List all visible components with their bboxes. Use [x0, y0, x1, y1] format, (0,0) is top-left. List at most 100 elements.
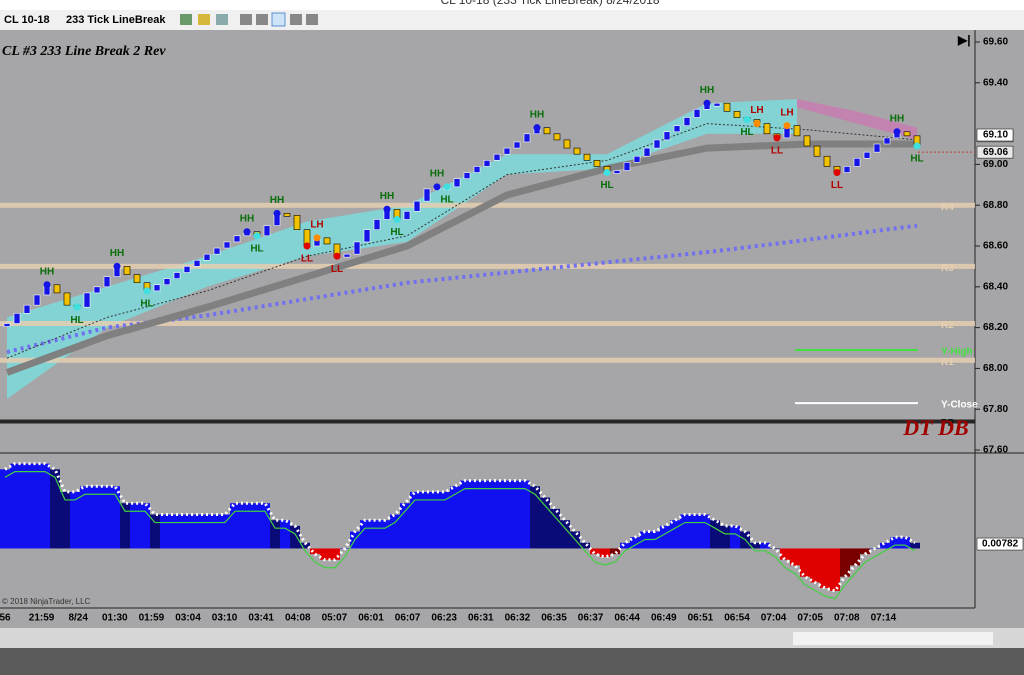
- y-tick-label: 69.60: [983, 37, 1008, 48]
- down-brick: [823, 155, 831, 167]
- bar-type-selector[interactable]: 233 Tick LineBreak: [66, 14, 166, 26]
- chart-title: CL #3 233 Line Break 2 Rev: [2, 44, 166, 59]
- level-label: R2: [941, 320, 954, 331]
- up-brick: [873, 143, 881, 153]
- icon[interactable]: [306, 14, 318, 25]
- up-brick: [643, 147, 651, 157]
- up-brick: [13, 313, 21, 324]
- icon[interactable]: [256, 14, 268, 25]
- x-tick-label: 06:31: [468, 613, 494, 624]
- up-brick: [203, 253, 211, 261]
- histogram-bar: [60, 491, 70, 549]
- x-tick-label: 56: [0, 613, 11, 624]
- swing-label: LH: [780, 107, 793, 118]
- y-tick-label: 68.80: [983, 200, 1008, 211]
- ribbon: [7, 99, 797, 400]
- swing-dot: [913, 142, 921, 150]
- x-tick-label: 01:30: [102, 613, 128, 624]
- y-tick-label: 68.20: [983, 322, 1008, 333]
- instrument-selector[interactable]: CL 10-18: [4, 14, 50, 26]
- down-brick: [803, 135, 811, 147]
- histogram-bar: [300, 542, 310, 549]
- histogram-bar: [780, 548, 790, 560]
- down-brick: [283, 213, 291, 217]
- icon[interactable]: [271, 12, 286, 27]
- x-tick-label: 06:49: [651, 613, 677, 624]
- y-tick-label: 69.40: [983, 77, 1008, 88]
- up-brick: [183, 266, 191, 273]
- up-brick: [613, 170, 621, 174]
- up-brick: [663, 131, 671, 141]
- histogram-bar: [120, 503, 130, 549]
- icon[interactable]: [240, 14, 252, 25]
- icon[interactable]: [198, 14, 210, 25]
- histogram-bar: [850, 548, 860, 566]
- x-tick-label: 05:07: [322, 613, 348, 624]
- histogram-bar: [130, 503, 140, 549]
- down-brick: [543, 127, 551, 135]
- histogram-bar: [450, 486, 460, 549]
- down-brick: [123, 266, 131, 275]
- histogram-bar: [810, 548, 820, 583]
- x-tick-label: 21:59: [29, 613, 55, 624]
- swing-label: HL: [740, 127, 753, 138]
- title-bar: [0, 0, 1024, 10]
- histogram-bar: [230, 503, 240, 549]
- up-brick: [353, 241, 361, 255]
- icon[interactable]: [180, 14, 192, 25]
- scrollbar[interactable]: [0, 628, 1024, 648]
- swing-dot: [893, 128, 901, 136]
- swing-label: LH: [310, 219, 323, 230]
- histogram-bar: [830, 548, 840, 591]
- histogram-bar: [520, 480, 530, 549]
- histogram-bar: [190, 514, 200, 549]
- histogram-bar: [490, 480, 500, 549]
- down-brick: [293, 215, 301, 230]
- price-marker-label: 69.10: [983, 130, 1008, 141]
- histogram-bar: [800, 548, 810, 577]
- moving-average: [6, 123, 918, 359]
- down-brick: [563, 139, 571, 149]
- histogram-bar: [890, 537, 900, 549]
- histogram-bar: [290, 525, 300, 549]
- toolbar-icons: [180, 12, 318, 27]
- histogram-bar: [70, 491, 80, 549]
- swing-label: HH: [430, 168, 444, 179]
- indicator-marker: [976, 537, 1024, 551]
- up-brick: [523, 133, 531, 143]
- down-brick: [583, 153, 591, 161]
- y-tick-label: 67.60: [983, 445, 1008, 456]
- swing-dot: [243, 228, 251, 236]
- histogram-bar: [400, 503, 410, 549]
- level-label: R4: [941, 202, 954, 213]
- up-brick: [493, 153, 501, 161]
- swing-label: HH: [890, 113, 904, 124]
- swing-label: HL: [250, 243, 263, 254]
- histogram-bar: [670, 520, 680, 549]
- swing-label: HH: [270, 195, 284, 206]
- up-brick: [623, 162, 631, 171]
- level-label: Y-High: [941, 347, 973, 358]
- up-brick: [683, 117, 691, 126]
- up-brick: [163, 278, 171, 286]
- histogram-bar: [840, 548, 850, 577]
- price-marker: [976, 128, 1014, 142]
- swing-label: LL: [301, 254, 313, 265]
- y-tick-label: 68.00: [983, 363, 1008, 374]
- indicator-panel: [0, 462, 920, 600]
- histogram-bar: [420, 491, 430, 549]
- swing-label: LL: [771, 146, 783, 157]
- histogram-bar: [90, 486, 100, 549]
- up-brick: [673, 125, 681, 133]
- histogram-bar: [280, 520, 290, 549]
- swing-dot: [443, 183, 451, 191]
- down-brick: [63, 292, 71, 306]
- histogram-bar: [160, 514, 170, 549]
- icon[interactable]: [290, 14, 302, 25]
- x-tick-label: 06:51: [688, 613, 714, 624]
- play-icon[interactable]: ▶|: [957, 33, 971, 47]
- icon[interactable]: [216, 14, 228, 25]
- swing-label: HL: [600, 180, 613, 191]
- scroll-thumb[interactable]: [793, 632, 993, 645]
- histogram-bar: [580, 542, 590, 549]
